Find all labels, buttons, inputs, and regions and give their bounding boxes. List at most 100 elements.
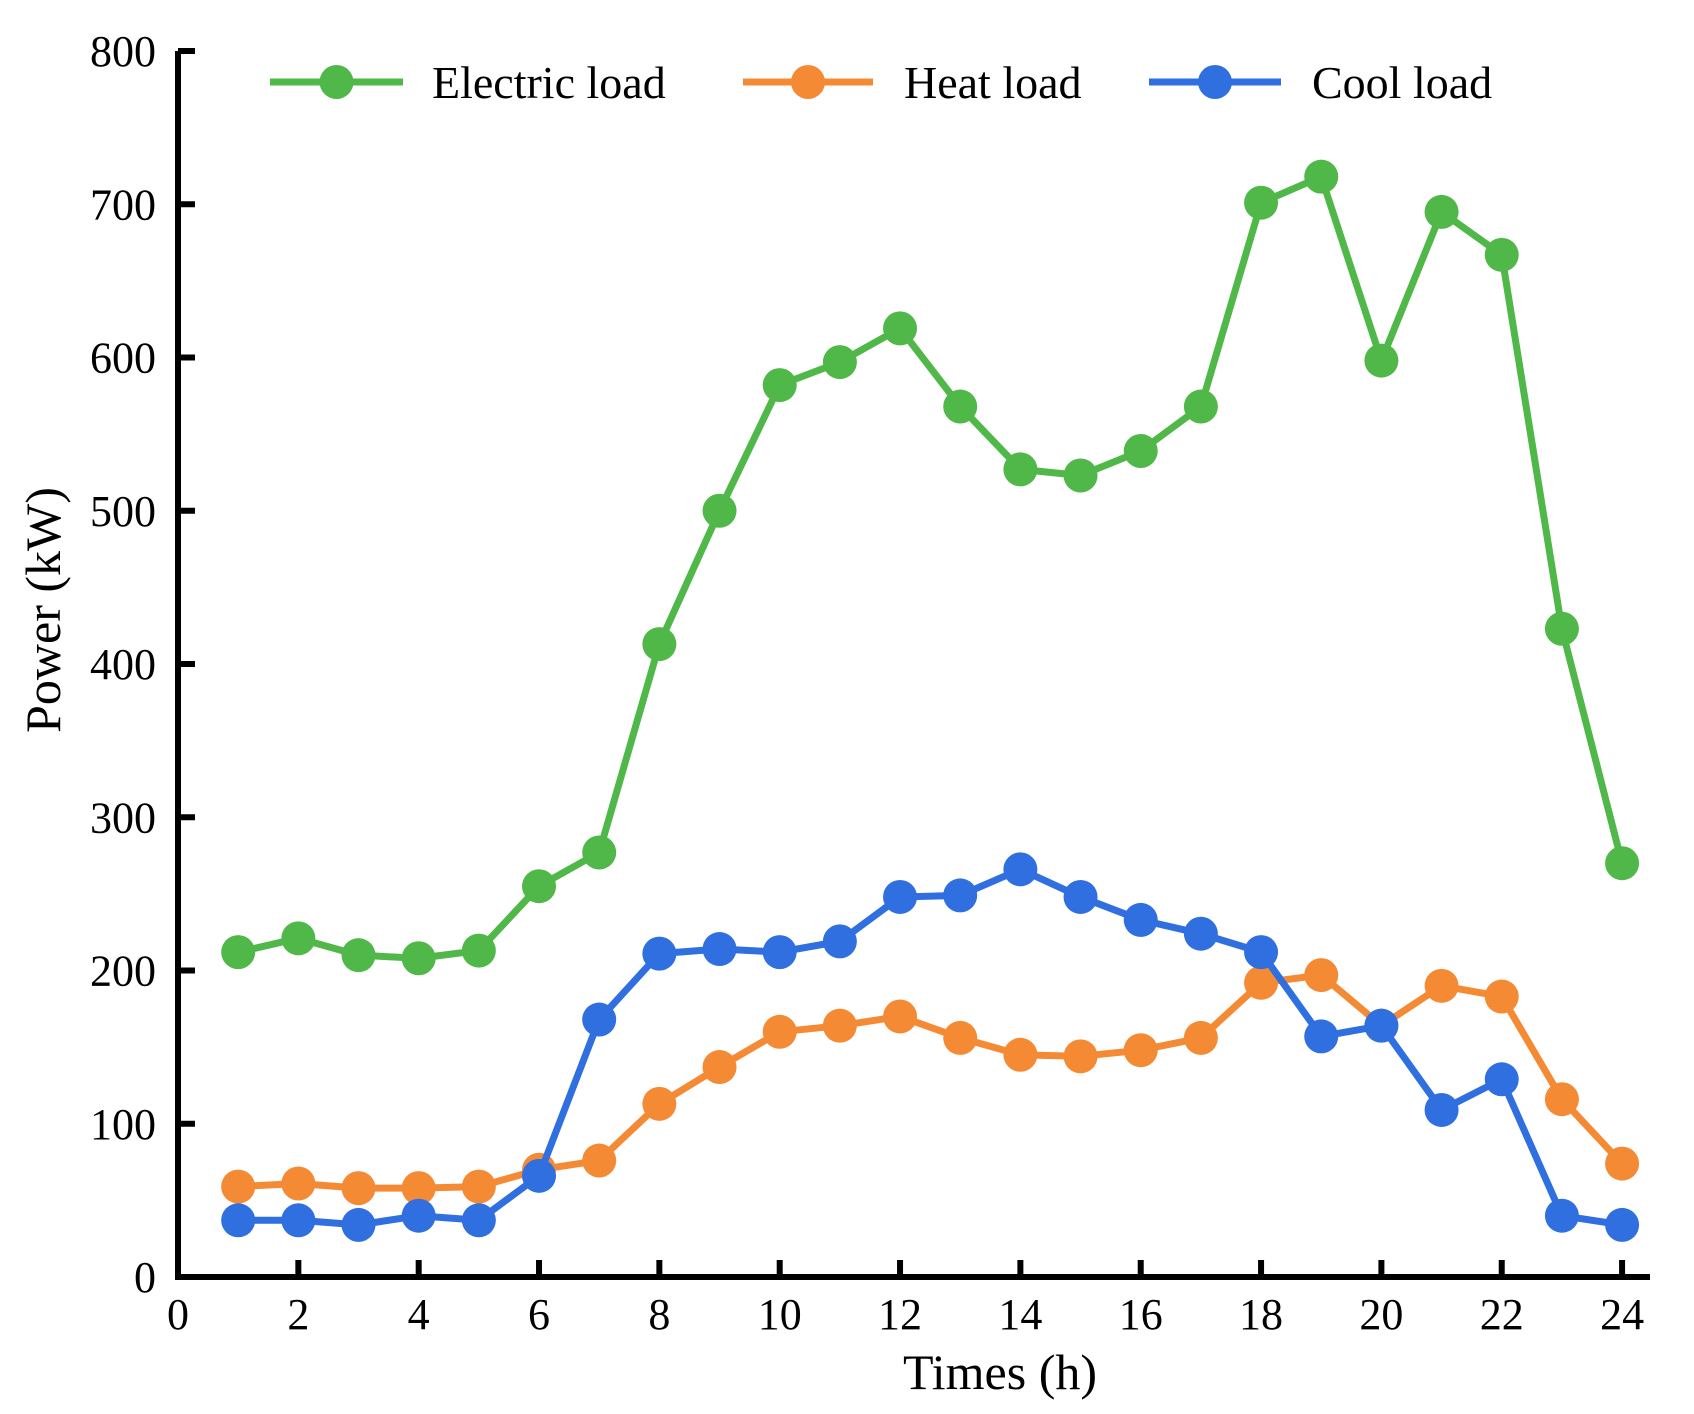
data-point-electric-load — [342, 938, 376, 972]
data-point-heat-load — [943, 1021, 977, 1055]
series-line-heat-load — [238, 975, 1622, 1188]
data-point-heat-load — [703, 1050, 737, 1084]
x-tick-label: 14 — [998, 1290, 1042, 1339]
data-point-heat-load — [763, 1015, 797, 1049]
data-point-heat-load — [1485, 980, 1519, 1014]
series-line-electric-load — [238, 177, 1622, 959]
x-tick-label: 2 — [287, 1290, 309, 1339]
data-point-cool-load — [1545, 1199, 1579, 1233]
data-point-heat-load — [1605, 1147, 1639, 1181]
data-point-electric-load — [462, 934, 496, 968]
series-electric-load — [221, 160, 1639, 976]
data-point-heat-load — [1003, 1038, 1037, 1072]
data-point-electric-load — [642, 627, 676, 661]
x-tick-label: 18 — [1239, 1290, 1283, 1339]
data-point-electric-load — [522, 869, 556, 903]
x-tick-label: 12 — [878, 1290, 922, 1339]
legend-marker-cool-load — [1198, 65, 1232, 99]
data-point-cool-load — [582, 1003, 616, 1037]
data-point-electric-load — [823, 345, 857, 379]
data-point-cool-load — [402, 1199, 436, 1233]
data-point-cool-load — [221, 1203, 255, 1237]
data-point-heat-load — [342, 1171, 376, 1205]
data-point-cool-load — [883, 880, 917, 914]
data-point-cool-load — [1364, 1009, 1398, 1043]
x-tick-label: 6 — [528, 1290, 550, 1339]
data-point-cool-load — [1124, 903, 1158, 937]
data-point-cool-load — [1425, 1093, 1459, 1127]
legend-label-cool-load: Cool load — [1312, 57, 1492, 108]
data-point-electric-load — [1425, 195, 1459, 229]
data-point-electric-load — [763, 368, 797, 402]
data-point-cool-load — [1304, 1019, 1338, 1053]
y-tick-label: 700 — [90, 180, 156, 229]
data-point-cool-load — [943, 878, 977, 912]
data-point-cool-load — [342, 1208, 376, 1242]
data-point-electric-load — [1244, 186, 1278, 220]
x-axis-title: Times (h) — [903, 1344, 1097, 1400]
y-tick-label: 600 — [90, 334, 156, 383]
data-point-cool-load — [1064, 880, 1098, 914]
x-tick-label: 10 — [758, 1290, 802, 1339]
data-point-cool-load — [281, 1203, 315, 1237]
legend-item-electric-load: Electric load — [270, 57, 666, 108]
series-layer — [221, 160, 1639, 1242]
data-point-electric-load — [703, 494, 737, 528]
data-point-heat-load — [1064, 1039, 1098, 1073]
data-point-cool-load — [642, 937, 676, 971]
data-point-cool-load — [703, 932, 737, 966]
y-tick-label: 300 — [90, 793, 156, 842]
legend-label-electric-load: Electric load — [432, 57, 666, 108]
y-tick-label: 0 — [134, 1253, 156, 1302]
x-tick-label: 4 — [408, 1290, 430, 1339]
data-point-cool-load — [522, 1159, 556, 1193]
x-tick-label: 0 — [167, 1290, 189, 1339]
data-point-heat-load — [1184, 1021, 1218, 1055]
legend: Electric load Heat load Cool load — [270, 57, 1492, 108]
legend-marker-electric-load — [320, 65, 354, 99]
data-point-electric-load — [1364, 344, 1398, 378]
line-chart: 01002003004005006007008000 2 4 6 8 10 12 14 16 18… — [0, 0, 1694, 1414]
data-point-electric-load — [1064, 459, 1098, 493]
data-point-electric-load — [1184, 390, 1218, 424]
data-point-electric-load — [1304, 160, 1338, 194]
data-point-electric-load — [1545, 612, 1579, 646]
x-tick-label: 16 — [1119, 1290, 1163, 1339]
data-point-heat-load — [1304, 958, 1338, 992]
y-axis-title: Power (kW) — [15, 487, 71, 733]
data-point-heat-load — [1124, 1033, 1158, 1067]
x-tick-label: 8 — [648, 1290, 670, 1339]
x-tick-label: 22 — [1480, 1290, 1524, 1339]
data-point-heat-load — [582, 1144, 616, 1178]
legend-item-heat-load: Heat load — [743, 57, 1082, 108]
legend-label-heat-load: Heat load — [904, 57, 1082, 108]
y-tick-label: 100 — [90, 1100, 156, 1149]
data-point-cool-load — [1485, 1062, 1519, 1096]
y-tick-label: 800 — [90, 27, 156, 76]
data-point-electric-load — [1485, 238, 1519, 272]
data-point-heat-load — [642, 1087, 676, 1121]
data-point-electric-load — [582, 835, 616, 869]
series-line-cool-load — [238, 869, 1622, 1225]
data-point-cool-load — [1605, 1208, 1639, 1242]
y-tick-label: 200 — [90, 947, 156, 996]
data-point-electric-load — [1003, 452, 1037, 486]
data-point-electric-load — [281, 921, 315, 955]
data-point-electric-load — [402, 941, 436, 975]
y-tick-label: 500 — [90, 487, 156, 536]
data-point-heat-load — [883, 999, 917, 1033]
legend-item-cool-load: Cool load — [1149, 57, 1492, 108]
legend-marker-heat-load — [791, 65, 825, 99]
x-tick-label: 20 — [1359, 1290, 1403, 1339]
data-point-cool-load — [462, 1203, 496, 1237]
data-point-cool-load — [823, 924, 857, 958]
data-point-heat-load — [1545, 1082, 1579, 1116]
data-point-heat-load — [281, 1167, 315, 1201]
series-heat-load — [221, 958, 1639, 1205]
data-point-heat-load — [823, 1009, 857, 1043]
data-point-heat-load — [462, 1170, 496, 1204]
data-point-cool-load — [1184, 917, 1218, 951]
data-point-electric-load — [221, 935, 255, 969]
data-point-cool-load — [763, 935, 797, 969]
